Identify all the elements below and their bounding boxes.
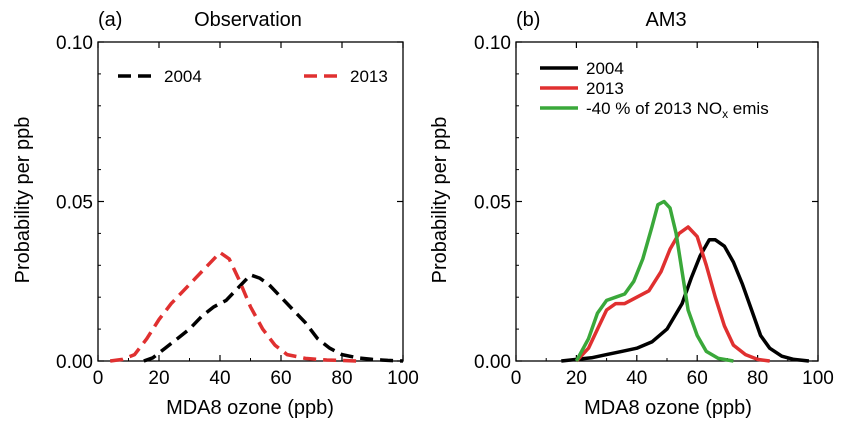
panel-b-label: (b) — [516, 9, 540, 31]
panel-b-x-tick-label: 100 — [802, 368, 834, 389]
panel-b: (b) AM3 Probability per ppb MDA8 ozone (… — [429, 9, 834, 419]
panel-b-plot-frame — [515, 41, 819, 362]
panel-a-x-tick-label: 100 — [387, 368, 419, 389]
panel-b-title: AM3 — [645, 9, 686, 31]
panel-a-legend-label-0: 2004 — [164, 67, 202, 86]
panel-a-title: Observation — [194, 9, 302, 31]
panel-b-y-tick-label: 0.05 — [474, 193, 511, 214]
panel-a-x-tick-label: 60 — [270, 368, 291, 389]
panel-a-x-tick-label: 40 — [209, 368, 230, 389]
panel-a-x-tick-label: 0 — [93, 368, 104, 389]
panel-a-y-axis-label: Probability per ppb — [12, 117, 34, 284]
panel-b-y-axis-label: Probability per ppb — [429, 117, 451, 284]
panel-b-legend-label-1: 2013 — [586, 79, 624, 98]
panel-b-legend-label-0: 2004 — [586, 59, 624, 78]
panel-a-series-line-0 — [143, 273, 404, 363]
panel-b-series-line-1 — [575, 225, 770, 363]
panel-b-y-tick-label: 0.00 — [474, 352, 511, 373]
panel-b-x-axis-label: MDA8 ozone (ppb) — [584, 397, 752, 419]
panel-a-plot-frame — [97, 41, 404, 362]
panel-b-x-tick-label: 20 — [566, 368, 587, 389]
panel-a-y-tick-label: 0.05 — [56, 193, 93, 214]
panel-a: (a) Observation Probability per ppb MDA8… — [12, 9, 419, 419]
panel-a-x-tick-label: 80 — [331, 368, 352, 389]
panel-a-x-tick-label: 20 — [148, 368, 169, 389]
panel-b-series-line-2 — [574, 199, 734, 363]
panel-a-legend-label-1: 2013 — [350, 67, 388, 86]
panel-a-y-tick-label: 0.00 — [56, 352, 93, 373]
panel-b-series-line-0 — [561, 238, 810, 363]
panel-a-series-line-1 — [109, 250, 358, 363]
panel-b-legend-label-2: -40 % of 2013 NOx emis — [586, 99, 769, 121]
panel-a-x-axis-label: MDA8 ozone (ppb) — [166, 397, 334, 419]
panel-a-y-tick-label: 0.10 — [56, 33, 93, 54]
panel-b-x-tick-label: 60 — [687, 368, 708, 389]
panel-b-x-tick-label: 80 — [747, 368, 768, 389]
panel-b-x-tick-label: 0 — [511, 368, 522, 389]
panel-b-x-tick-label: 40 — [626, 368, 647, 389]
panel-b-y-tick-label: 0.10 — [474, 33, 511, 54]
panel-a-label: (a) — [98, 9, 122, 31]
